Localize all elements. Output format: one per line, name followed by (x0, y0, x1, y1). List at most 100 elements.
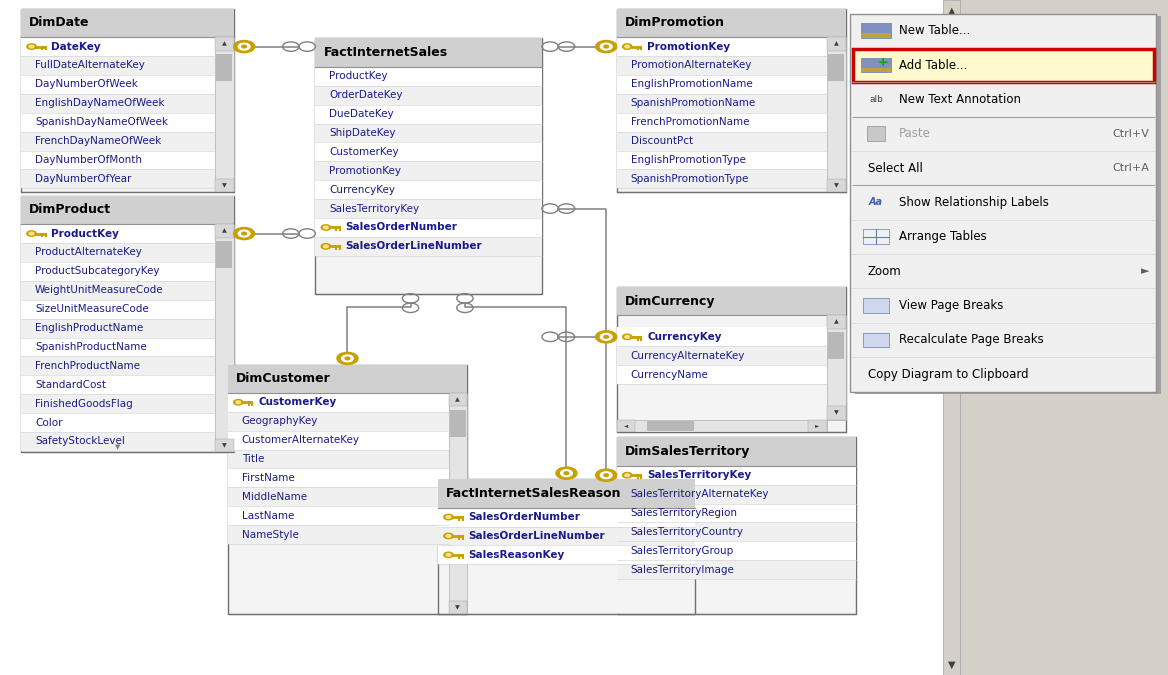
Text: DayNumberOfWeek: DayNumberOfWeek (35, 80, 138, 89)
FancyBboxPatch shape (21, 151, 215, 169)
Circle shape (242, 45, 246, 48)
FancyBboxPatch shape (617, 169, 827, 188)
Text: New Table...: New Table... (899, 24, 971, 37)
Text: DiscountPct: DiscountPct (631, 136, 693, 146)
Text: ◄: ◄ (624, 423, 628, 429)
Text: FrenchDayNameOfWeek: FrenchDayNameOfWeek (35, 136, 161, 146)
FancyBboxPatch shape (827, 315, 846, 420)
FancyBboxPatch shape (21, 356, 215, 375)
Circle shape (345, 357, 350, 360)
Circle shape (234, 227, 255, 240)
Text: ►: ► (815, 423, 820, 429)
FancyBboxPatch shape (617, 9, 846, 37)
FancyBboxPatch shape (21, 9, 234, 37)
FancyBboxPatch shape (215, 224, 234, 452)
FancyBboxPatch shape (216, 241, 232, 268)
FancyBboxPatch shape (0, 0, 960, 675)
Text: Add Table...: Add Table... (899, 59, 968, 72)
Circle shape (341, 355, 353, 362)
Text: Paste: Paste (899, 128, 931, 140)
Text: DimDate: DimDate (29, 16, 90, 30)
Text: GeographyKey: GeographyKey (242, 416, 318, 426)
FancyBboxPatch shape (228, 393, 449, 412)
Circle shape (600, 472, 612, 479)
FancyBboxPatch shape (228, 364, 467, 393)
Text: ►: ► (1141, 266, 1149, 276)
FancyBboxPatch shape (617, 56, 827, 75)
Text: SalesTerritoryImage: SalesTerritoryImage (631, 565, 735, 574)
FancyBboxPatch shape (21, 300, 215, 319)
FancyBboxPatch shape (617, 560, 856, 579)
Text: ProductKey: ProductKey (51, 229, 119, 238)
Text: ▼: ▼ (834, 183, 839, 188)
Circle shape (625, 335, 630, 338)
Text: FrenchPromotionName: FrenchPromotionName (631, 117, 749, 127)
FancyBboxPatch shape (438, 545, 695, 564)
Circle shape (625, 474, 630, 477)
FancyBboxPatch shape (867, 126, 885, 141)
Text: ▼: ▼ (947, 659, 955, 670)
Text: SalesTerritoryKey: SalesTerritoryKey (647, 470, 751, 480)
Text: DayNumberOfMonth: DayNumberOfMonth (35, 155, 142, 165)
FancyBboxPatch shape (21, 338, 215, 356)
Text: FirstName: FirstName (242, 473, 294, 483)
Text: DateKey: DateKey (51, 42, 100, 51)
Circle shape (623, 44, 632, 49)
Text: CustomerAlternateKey: CustomerAlternateKey (242, 435, 360, 445)
Text: OrderDateKey: OrderDateKey (329, 90, 403, 100)
FancyBboxPatch shape (21, 281, 215, 300)
FancyBboxPatch shape (228, 431, 449, 450)
Text: EnglishPromotionType: EnglishPromotionType (631, 155, 745, 165)
FancyBboxPatch shape (617, 75, 827, 94)
Text: View Page Breaks: View Page Breaks (899, 299, 1003, 312)
FancyBboxPatch shape (21, 432, 215, 451)
FancyBboxPatch shape (315, 124, 542, 142)
Text: SpanishPromotionName: SpanishPromotionName (631, 99, 756, 108)
Circle shape (324, 245, 328, 248)
FancyBboxPatch shape (617, 466, 856, 485)
Circle shape (564, 472, 569, 475)
FancyBboxPatch shape (449, 601, 467, 614)
Text: MiddleName: MiddleName (242, 492, 307, 502)
Text: ProductKey: ProductKey (329, 72, 388, 81)
Text: DimPromotion: DimPromotion (625, 16, 725, 30)
FancyBboxPatch shape (21, 394, 215, 413)
FancyBboxPatch shape (828, 332, 844, 359)
FancyBboxPatch shape (617, 287, 846, 315)
Text: Show Relationship Labels: Show Relationship Labels (899, 196, 1049, 209)
Text: PromotionAlternateKey: PromotionAlternateKey (631, 61, 751, 70)
FancyBboxPatch shape (863, 333, 889, 348)
Text: ▲: ▲ (834, 319, 839, 325)
FancyBboxPatch shape (853, 49, 1154, 82)
FancyBboxPatch shape (21, 262, 215, 281)
FancyBboxPatch shape (943, 0, 960, 675)
Circle shape (604, 335, 609, 338)
Text: CurrencyKey: CurrencyKey (647, 332, 722, 342)
FancyBboxPatch shape (315, 180, 542, 199)
Circle shape (321, 244, 331, 249)
FancyBboxPatch shape (617, 541, 856, 560)
FancyBboxPatch shape (315, 199, 542, 218)
FancyBboxPatch shape (827, 37, 846, 192)
FancyBboxPatch shape (215, 439, 234, 452)
Text: EnglishDayNameOfWeek: EnglishDayNameOfWeek (35, 99, 165, 108)
FancyBboxPatch shape (960, 0, 1168, 675)
Circle shape (236, 401, 241, 404)
Circle shape (625, 45, 630, 48)
Circle shape (604, 474, 609, 477)
FancyBboxPatch shape (617, 287, 846, 432)
Circle shape (561, 470, 572, 477)
FancyBboxPatch shape (228, 506, 449, 525)
Circle shape (604, 45, 609, 48)
FancyBboxPatch shape (449, 393, 467, 406)
FancyBboxPatch shape (861, 57, 891, 72)
Circle shape (324, 226, 328, 229)
Text: Arrange Tables: Arrange Tables (899, 230, 987, 244)
Text: SpanishDayNameOfWeek: SpanishDayNameOfWeek (35, 117, 168, 127)
Circle shape (321, 225, 331, 230)
Circle shape (446, 554, 451, 556)
Text: EnglishProductName: EnglishProductName (35, 323, 144, 333)
Text: StandardCost: StandardCost (35, 380, 106, 389)
Text: ▼: ▼ (222, 443, 227, 448)
Text: EnglishPromotionName: EnglishPromotionName (631, 80, 752, 89)
